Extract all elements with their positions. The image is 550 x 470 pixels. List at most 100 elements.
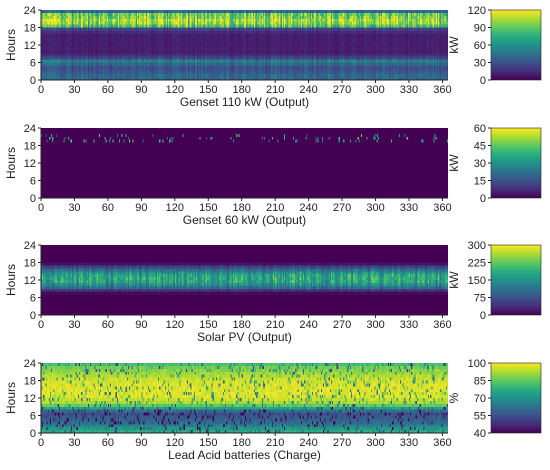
colorbar-tick-label: 60 — [474, 123, 486, 135]
y-tick-label: 6 — [30, 58, 36, 70]
panel-title: Lead Acid batteries (Charge) — [168, 448, 321, 462]
x-tick-label: 210 — [266, 437, 284, 449]
y-tick-label: 18 — [24, 258, 36, 270]
colorbar — [490, 9, 542, 81]
y-axis-label: Hours — [4, 147, 18, 179]
x-tick-label: 0 — [38, 84, 44, 96]
colorbar — [490, 127, 542, 199]
colorbar-tick-label: 75 — [474, 293, 486, 305]
x-tick-label: 90 — [135, 437, 147, 449]
y-axis-label: Hours — [4, 264, 18, 296]
x-tick-label: 180 — [233, 84, 251, 96]
y-tick-label: 0 — [30, 193, 36, 205]
heatmap-panel: 0 30 60 90 120 150 180 210 240 270 300 330 360061218… — [4, 240, 542, 344]
x-tick-label: 270 — [333, 202, 351, 214]
colorbar-label: % — [447, 392, 461, 403]
x-tick-label: 0 — [38, 437, 44, 449]
y-tick-label: 24 — [24, 5, 36, 17]
colorbar-tick-label: 15 — [474, 176, 486, 188]
x-tick-label: 180 — [233, 319, 251, 331]
y-tick-label: 0 — [30, 310, 36, 322]
colorbar-tick-label: 0 — [480, 75, 486, 87]
x-tick-label: 150 — [199, 319, 217, 331]
x-tick-label: 30 — [68, 319, 80, 331]
x-tick-label: 150 — [199, 84, 217, 96]
x-tick-label: 120 — [166, 319, 184, 331]
x-tick-label: 210 — [266, 202, 284, 214]
x-tick-label: 330 — [400, 319, 418, 331]
y-tick-label: 12 — [24, 393, 36, 405]
heatmap-panel: 0 30 60 90 120 150 180 210 240 270 300 330 360061218… — [4, 5, 542, 109]
heatmap-cells — [41, 10, 448, 80]
y-axis-label: Hours — [4, 382, 18, 414]
x-tick-label: 60 — [102, 319, 114, 331]
colorbar-tick-label: 0 — [480, 310, 486, 322]
x-tick-label: 330 — [400, 202, 418, 214]
x-tick-label: 60 — [102, 437, 114, 449]
x-tick-label: 0 — [38, 319, 44, 331]
x-tick-label: 300 — [366, 202, 384, 214]
colorbar-tick-label: 60 — [474, 40, 486, 52]
x-tick-label: 210 — [266, 84, 284, 96]
y-tick-label: 0 — [30, 75, 36, 87]
colorbar-tick-label: 0 — [480, 193, 486, 205]
colorbar-label: kW — [447, 154, 461, 172]
y-tick-label: 6 — [30, 411, 36, 423]
x-tick-label: 150 — [199, 437, 217, 449]
colorbar — [490, 244, 542, 316]
heatmap-cells — [41, 128, 448, 198]
x-tick-label: 360 — [433, 319, 451, 331]
colorbar-tick-label: 55 — [474, 411, 486, 423]
y-tick-label: 18 — [24, 23, 36, 35]
x-tick-label: 240 — [299, 84, 317, 96]
heatmap-cells — [41, 363, 448, 433]
x-tick-label: 270 — [333, 319, 351, 331]
x-tick-label: 0 — [38, 202, 44, 214]
y-tick-label: 24 — [24, 123, 36, 135]
colorbar-tick-label: 150 — [468, 275, 486, 287]
y-axis-label: Hours — [4, 29, 18, 61]
x-tick-label: 300 — [366, 437, 384, 449]
x-tick-label: 30 — [68, 202, 80, 214]
x-tick-label: 150 — [199, 202, 217, 214]
x-tick-label: 300 — [366, 319, 384, 331]
x-tick-label: 240 — [299, 319, 317, 331]
x-tick-label: 90 — [135, 319, 147, 331]
y-tick-label: 24 — [24, 240, 36, 252]
colorbar-tick-label: 300 — [468, 240, 486, 252]
heatmap-panel: 0 30 60 90 120 150 180 210 240 270 300 330 360061218… — [4, 123, 542, 227]
colorbar-tick-label: 45 — [474, 141, 486, 153]
y-tick-label: 18 — [24, 141, 36, 153]
colorbar-tick-label: 120 — [468, 5, 486, 17]
panel-title: Solar PV (Output) — [197, 330, 292, 344]
panel-title: Genset 110 kW (Output) — [180, 95, 309, 109]
x-tick-label: 330 — [400, 437, 418, 449]
x-tick-label: 240 — [299, 437, 317, 449]
y-tick-label: 12 — [24, 40, 36, 52]
x-tick-label: 90 — [135, 202, 147, 214]
y-tick-label: 24 — [24, 358, 36, 370]
colorbar-tick-label: 90 — [474, 23, 486, 35]
x-tick-label: 270 — [333, 84, 351, 96]
colorbar-tick-label: 100 — [468, 358, 486, 370]
x-tick-label: 210 — [266, 319, 284, 331]
x-tick-label: 360 — [433, 84, 451, 96]
x-tick-label: 30 — [68, 84, 80, 96]
x-tick-label: 180 — [233, 202, 251, 214]
heatmap-cells — [41, 245, 448, 315]
x-tick-label: 120 — [166, 202, 184, 214]
x-tick-label: 60 — [102, 84, 114, 96]
panel-title: Genset 60 kW (Output) — [183, 213, 306, 227]
y-tick-label: 18 — [24, 376, 36, 388]
colorbar-label: kW — [447, 271, 461, 289]
colorbar-tick-label: 70 — [474, 393, 486, 405]
colorbar-tick-label: 30 — [474, 158, 486, 170]
x-tick-label: 120 — [166, 84, 184, 96]
x-tick-label: 270 — [333, 437, 351, 449]
y-tick-label: 12 — [24, 275, 36, 287]
x-tick-label: 330 — [400, 84, 418, 96]
x-tick-label: 360 — [433, 202, 451, 214]
x-tick-label: 30 — [68, 437, 80, 449]
y-tick-label: 6 — [30, 293, 36, 305]
